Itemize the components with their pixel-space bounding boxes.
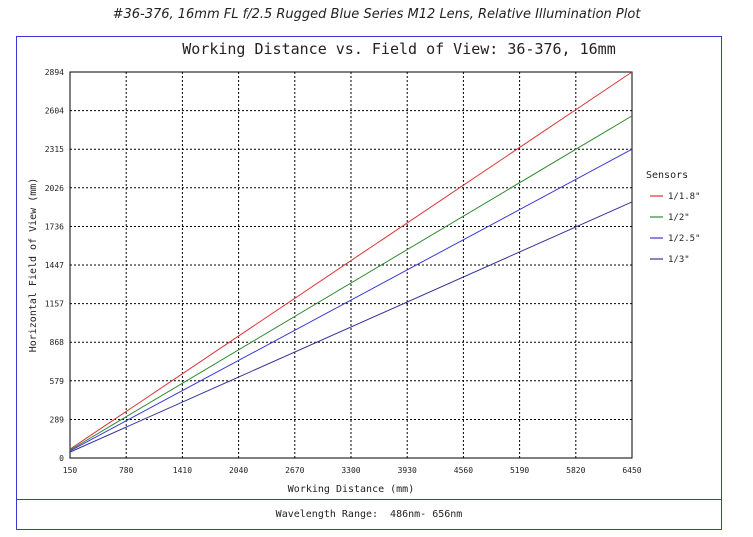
legend-entry: 1/2" [668, 213, 690, 223]
legend: Sensors 1/1.8" 1/2" 1/2.5" 1/3" [646, 170, 701, 265]
wavelength-range-label: Wavelength Range: 486nm- 656nm [17, 499, 721, 530]
grid [70, 72, 632, 458]
series-line [69, 115, 633, 451]
x-tick-label: 150 [63, 466, 78, 475]
y-tick-labels: 0 289 579 868 1157 1447 1736 2026 2315 2604 2894 [45, 68, 64, 463]
x-tick-label: 2670 [285, 466, 304, 475]
y-axis-label: Horizontal Field of View (mm) [28, 178, 39, 353]
legend-entry: 1/2.5" [668, 234, 701, 244]
series-lines [69, 71, 633, 453]
x-tick-label: 5820 [566, 466, 585, 475]
series-line [69, 148, 633, 452]
y-tick-label: 2026 [45, 184, 64, 193]
legend-title: Sensors [646, 170, 688, 181]
x-tick-label: 5190 [510, 466, 529, 475]
chart-frame: Wavelength Range: 486nm- 656nm [16, 36, 722, 530]
y-tick-label: 868 [50, 338, 65, 347]
series-line [69, 201, 633, 453]
y-tick-label: 0 [59, 454, 64, 463]
x-tick-label: 780 [119, 466, 134, 475]
chart-title: Working Distance vs. Field of View: 36-3… [182, 40, 615, 58]
plot-area-border [69, 71, 633, 459]
x-tick-label: 2040 [229, 466, 248, 475]
x-tick-labels: 150 780 1410 2040 2670 3300 3930 4560 5190 5820 64… [63, 466, 642, 475]
legend-entry: 1/3" [668, 255, 690, 265]
series-line [69, 71, 633, 450]
x-tick-label: 1410 [173, 466, 192, 475]
y-tick-label: 579 [50, 377, 65, 386]
x-tick-label: 4560 [454, 466, 473, 475]
y-tick-label: 1157 [45, 300, 64, 309]
legend-entry: 1/1.8" [668, 192, 701, 202]
x-tick-label: 3300 [341, 466, 360, 475]
y-tick-label: 2315 [45, 145, 64, 154]
y-tick-label: 289 [50, 415, 65, 424]
y-tick-label: 2894 [45, 68, 64, 77]
page-title: #36-376, 16mm FL f/2.5 Rugged Blue Serie… [112, 7, 641, 22]
x-axis-label: Working Distance (mm) [288, 484, 414, 495]
x-tick-label: 3930 [398, 466, 417, 475]
y-tick-label: 1736 [45, 222, 64, 231]
y-tick-label: 1447 [45, 261, 64, 270]
x-tick-label: 6450 [622, 466, 641, 475]
y-tick-label: 2604 [45, 107, 64, 116]
